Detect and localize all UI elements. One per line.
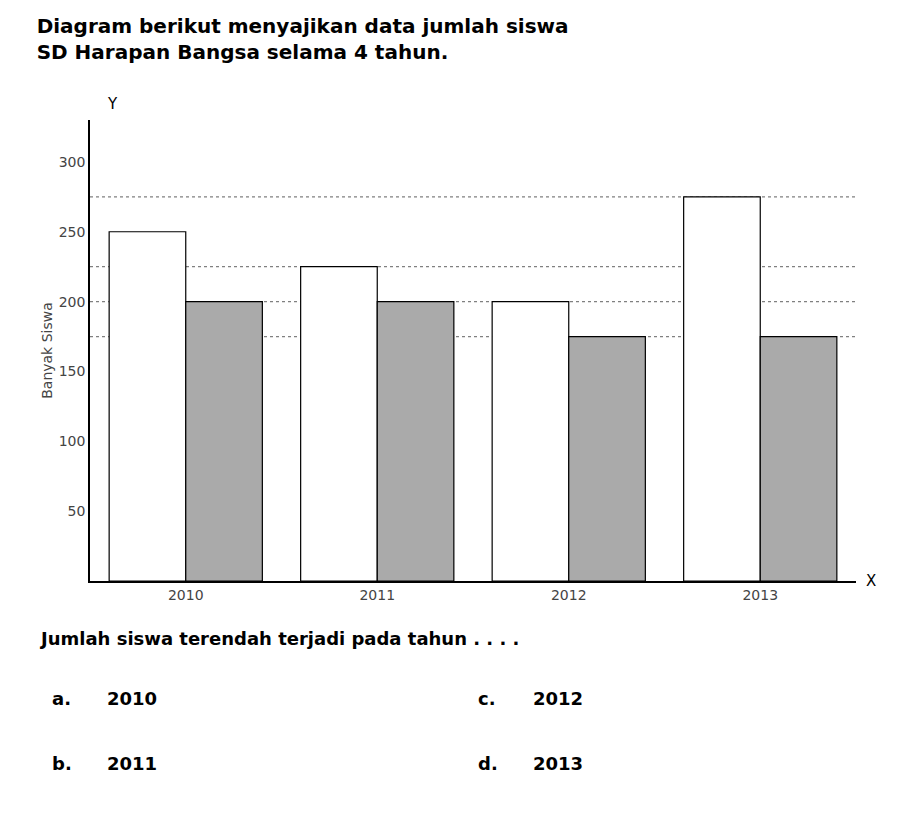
svg-text:Jumlah siswa terendah terjadi: Jumlah siswa terendah terjadi pada tahun… bbox=[39, 628, 519, 649]
svg-text:2011: 2011 bbox=[107, 753, 157, 774]
svg-text:2011: 2011 bbox=[359, 587, 395, 603]
svg-text:d.: d. bbox=[478, 753, 498, 774]
svg-text:b.: b. bbox=[52, 753, 72, 774]
svg-text:X: X bbox=[866, 572, 876, 590]
svg-text:250: 250 bbox=[59, 224, 86, 240]
svg-text:2013: 2013 bbox=[533, 753, 583, 774]
svg-text:2010: 2010 bbox=[107, 688, 157, 709]
svg-text:a.: a. bbox=[52, 688, 71, 709]
svg-text:2012: 2012 bbox=[551, 587, 587, 603]
svg-text:2010: 2010 bbox=[168, 587, 204, 603]
svg-text:c.: c. bbox=[478, 688, 496, 709]
svg-text:Y: Y bbox=[107, 95, 118, 113]
svg-text:150: 150 bbox=[59, 363, 86, 379]
svg-text:2013: 2013 bbox=[742, 587, 778, 603]
svg-text:300: 300 bbox=[59, 154, 86, 170]
svg-text:50: 50 bbox=[68, 503, 86, 519]
svg-text:Banyak Siswa: Banyak Siswa bbox=[39, 302, 55, 399]
svg-text:2012: 2012 bbox=[533, 688, 583, 709]
svg-text:Diagram berikut menyajikan dat: Diagram berikut menyajikan data jumlah s… bbox=[37, 14, 569, 64]
svg-text:100: 100 bbox=[59, 433, 86, 449]
svg-text:200: 200 bbox=[59, 294, 86, 310]
